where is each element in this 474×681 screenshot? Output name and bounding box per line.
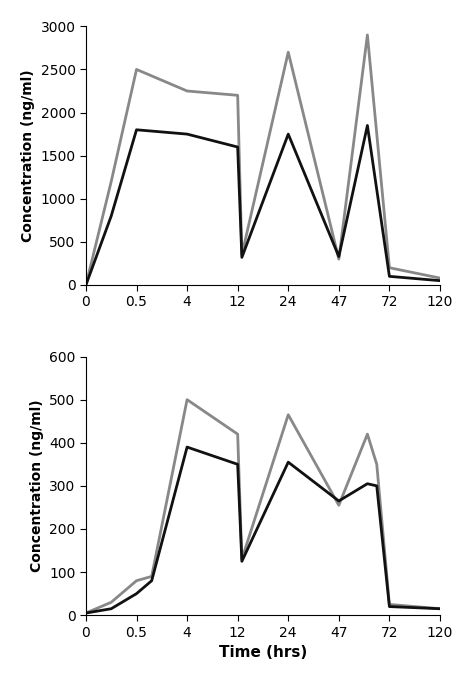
X-axis label: Time (hrs): Time (hrs) <box>219 645 307 660</box>
Y-axis label: Concentration (ng/ml): Concentration (ng/ml) <box>21 69 35 242</box>
Y-axis label: Concentration (ng/ml): Concentration (ng/ml) <box>29 400 44 572</box>
